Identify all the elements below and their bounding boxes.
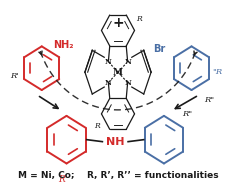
Text: N: N	[124, 58, 131, 66]
Text: N: N	[105, 79, 112, 87]
Text: R": R"	[204, 96, 215, 104]
Text: R': R'	[58, 175, 67, 184]
Text: Br: Br	[154, 44, 166, 54]
Text: R": R"	[182, 110, 192, 118]
Text: R: R	[136, 15, 142, 22]
Text: N: N	[124, 79, 131, 87]
Text: R: R	[94, 122, 100, 130]
Text: M: M	[113, 68, 123, 77]
Text: NH: NH	[106, 137, 125, 147]
Text: NH₂: NH₂	[53, 40, 73, 50]
Text: "R: "R	[213, 68, 223, 76]
Text: R': R'	[10, 72, 19, 80]
Text: +: +	[112, 15, 124, 29]
Text: N: N	[105, 58, 112, 66]
Text: M = Ni, Co;    R, R’, R’’ = functionalities: M = Ni, Co; R, R’, R’’ = functionalities	[18, 171, 218, 180]
